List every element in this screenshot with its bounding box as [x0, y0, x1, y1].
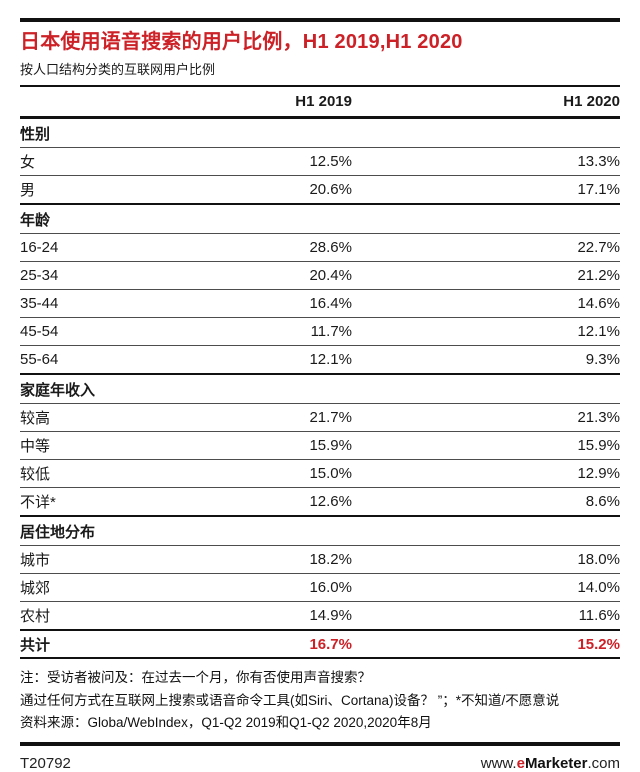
- value-h1-2019: 12.1%: [309, 351, 352, 368]
- section-label: 年龄: [20, 211, 51, 229]
- value-h1-2019: 28.6%: [309, 239, 352, 256]
- emarketer-link[interactable]: www.eMarketer.com: [481, 755, 620, 772]
- section-header-row: 居住地分布: [20, 517, 620, 545]
- value-h1-2019: 20.4%: [309, 267, 352, 284]
- value-h1-2019: 15.9%: [309, 437, 352, 454]
- footnote-line-1: 注：受访者被问及：在过去一个月，你有否使用声音搜索？: [20, 670, 371, 685]
- total-label: 共计: [20, 636, 51, 654]
- section-header-row: 年龄: [20, 205, 620, 233]
- table-body: 性别女 12.5% 13.3% 男 20.6% 17.1% 年龄 16-24 28.6% 22.7…: [20, 119, 620, 659]
- value-h1-2020: 17.1%: [577, 181, 620, 198]
- total-value-h1-2020: 15.2%: [577, 635, 620, 653]
- table-row: 男 20.6% 17.1%: [20, 175, 620, 203]
- value-h1-2019: 16.0%: [309, 579, 352, 596]
- value-h1-2020: 11.6%: [578, 607, 620, 624]
- value-h1-2020: 9.3%: [585, 351, 620, 368]
- value-h1-2020: 18.0%: [577, 551, 620, 568]
- row-label: 45-54: [20, 323, 59, 340]
- table-row: 较高 21.7% 21.3%: [20, 403, 620, 431]
- footer: T20792 www.eMarketer.com: [20, 746, 620, 772]
- emarketer-link-com: .com: [587, 755, 620, 772]
- row-label: 女: [20, 154, 36, 171]
- row-label: 中等: [20, 438, 51, 455]
- table-section: 家庭年收入较高 21.7% 21.3% 中等 15.9% 15.9% 较低 15.0% 12.9…: [20, 373, 620, 515]
- value-h1-2019: 15.0%: [309, 465, 352, 482]
- value-h1-2020: 22.7%: [577, 239, 620, 256]
- table-row: 不详* 12.6% 8.6%: [20, 487, 620, 515]
- emarketer-link-marketer: Marketer: [524, 755, 588, 772]
- top-divider: [20, 18, 620, 22]
- value-h1-2020: 21.3%: [577, 409, 620, 426]
- table-row: 女 12.5% 13.3%: [20, 147, 620, 175]
- footnote-line-2: 通过任何方式在互联网上搜索或语音命令工具(如Siri、Cortana)设备？ ”…: [20, 692, 560, 708]
- row-label: 城市: [20, 552, 51, 569]
- table-row: 较低 15.0% 12.9%: [20, 459, 620, 487]
- table-section: 居住地分布城市 18.2% 18.0% 城郊 16.0% 14.0% 农村 14.9% 11.6…: [20, 515, 620, 629]
- footnote-source: 资料来源：Globa/WebIndex，Q1-Q2 2019和Q1-Q2 202…: [20, 715, 432, 731]
- row-label: 较高: [20, 410, 51, 427]
- value-h1-2020: 12.1%: [577, 323, 620, 340]
- section-label: 居住地分布: [20, 523, 96, 541]
- table-header-row: H1 2019 H1 2020: [20, 87, 620, 119]
- emarketer-link-e: e: [516, 755, 525, 772]
- value-h1-2020: 21.2%: [577, 267, 620, 284]
- row-label: 城郊: [20, 580, 51, 597]
- value-h1-2020: 8.6%: [585, 493, 620, 510]
- row-label: 男: [20, 182, 36, 199]
- row-label: 不详*: [20, 494, 56, 511]
- value-h1-2019: 12.5%: [309, 153, 352, 170]
- column-header-h1-2020: H1 2020: [563, 93, 620, 110]
- table-row: 城郊 16.0% 14.0%: [20, 573, 620, 601]
- table-section: 性别女 12.5% 13.3% 男 20.6% 17.1%: [20, 119, 620, 203]
- section-label: 性别: [20, 125, 51, 143]
- table-row: 45-54 11.7% 12.1%: [20, 317, 620, 345]
- table-row: 35-44 16.4% 14.6%: [20, 289, 620, 317]
- value-h1-2019: 14.9%: [309, 607, 352, 624]
- value-h1-2020: 14.6%: [577, 295, 620, 312]
- row-label: 35-44: [20, 295, 59, 312]
- value-h1-2020: 13.3%: [577, 153, 620, 170]
- row-label: 16-24: [20, 239, 59, 256]
- row-label: 农村: [20, 608, 51, 625]
- value-h1-2019: 16.4%: [309, 295, 352, 312]
- value-h1-2020: 15.9%: [577, 437, 620, 454]
- value-h1-2019: 21.7%: [309, 409, 352, 426]
- table-row: 25-34 20.4% 21.2%: [20, 261, 620, 289]
- page-title: 日本使用语音搜索的用户比例，H1 2019,H1 2020: [20, 31, 463, 53]
- table-row: 16-24 28.6% 22.7%: [20, 233, 620, 261]
- row-label: 较低: [20, 466, 51, 483]
- total-value-h1-2019: 16.7%: [309, 635, 352, 653]
- page-subtitle: 按人口结构分类的互联网用户比例: [20, 59, 620, 87]
- table-row: 中等 15.9% 15.9%: [20, 431, 620, 459]
- section-label: 家庭年收入: [20, 381, 96, 399]
- value-h1-2019: 18.2%: [309, 551, 352, 568]
- table-section: 年龄 16-24 28.6% 22.7% 25-34 20.4% 21.2% 35-44 16.…: [20, 203, 620, 373]
- value-h1-2019: 11.7%: [310, 323, 352, 340]
- bottom-divider: [20, 742, 620, 747]
- section-header-row: 家庭年收入: [20, 375, 620, 403]
- section-header-row: 性别: [20, 119, 620, 147]
- footnotes: 注：受访者被问及：在过去一个月，你有否使用声音搜索？ 通过任何方式在互联网上搜索…: [20, 667, 620, 735]
- total-row: 共计 16.7% 15.2%: [20, 629, 620, 657]
- value-h1-2020: 12.9%: [577, 465, 620, 482]
- emarketer-link-www: www.: [480, 755, 517, 772]
- table-row: 55-64 12.1% 9.3%: [20, 345, 620, 373]
- value-h1-2020: 14.0%: [577, 579, 620, 596]
- table-row: 城市 18.2% 18.0%: [20, 545, 620, 573]
- row-label: 55-64: [20, 351, 59, 368]
- row-label: 25-34: [20, 267, 59, 284]
- value-h1-2019: 12.6%: [309, 493, 352, 510]
- value-h1-2019: 20.6%: [309, 181, 352, 198]
- column-header-h1-2019: H1 2019: [295, 93, 352, 110]
- chart-id: T20792: [20, 755, 71, 772]
- table-row: 农村 14.9% 11.6%: [20, 601, 620, 629]
